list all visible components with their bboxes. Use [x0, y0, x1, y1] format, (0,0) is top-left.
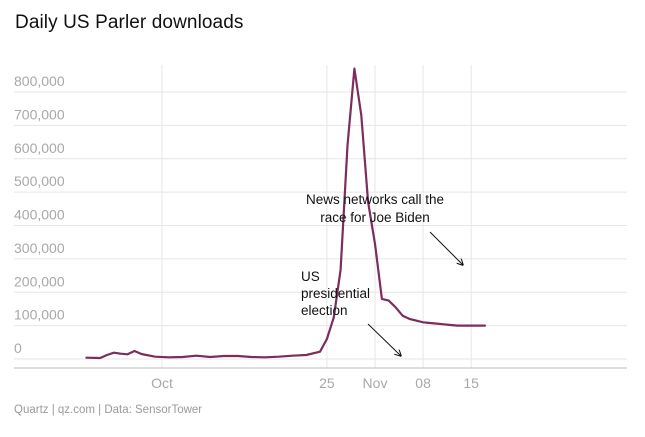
x-tick-label: 25	[319, 375, 335, 391]
chart-title: Daily US Parler downloads	[15, 12, 244, 33]
x-tick-label: 15	[463, 375, 479, 391]
y-tick-label: 100,000	[14, 307, 65, 323]
x-tick-label: 08	[415, 375, 431, 391]
y-tick-label: 200,000	[14, 273, 65, 289]
y-tick-label: 300,000	[14, 240, 65, 256]
source-note: Quartz | qz.com | Data: SensorTower	[14, 404, 203, 416]
annotation-biden-text: race for Joe Biden	[320, 210, 430, 225]
annotation-biden-arrow	[429, 231, 463, 265]
x-tick-label: Oct	[151, 375, 173, 391]
annotation-biden-text: News networks call the	[306, 192, 444, 207]
annotation-election-text: US	[301, 269, 320, 284]
x-tick-label: Nov	[363, 375, 388, 391]
y-tick-label: 500,000	[14, 173, 65, 189]
y-tick-label: 0	[14, 340, 22, 356]
y-tick-label: 600,000	[14, 140, 65, 156]
annotation-election-text: election	[301, 303, 348, 318]
y-tick-label: 700,000	[14, 106, 65, 122]
downloads-line	[85, 67, 486, 360]
y-tick-label: 400,000	[14, 207, 65, 223]
annotation-election-arrow	[367, 323, 401, 356]
y-tick-label: 800,000	[14, 73, 65, 89]
annotation-election-text: presidential	[301, 286, 370, 301]
